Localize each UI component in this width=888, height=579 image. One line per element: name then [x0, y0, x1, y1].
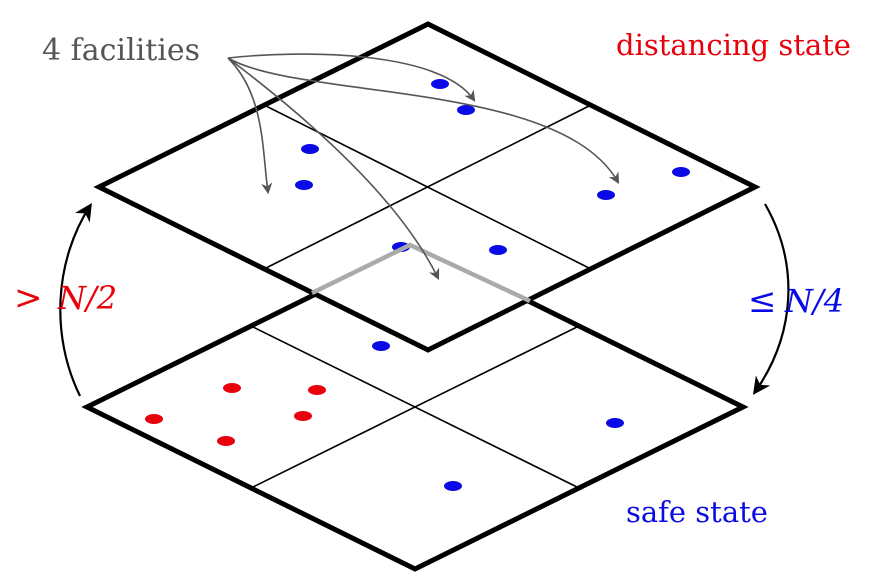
blue-facility-dot	[489, 245, 507, 255]
facility-arrow	[227, 53, 476, 102]
blue-facility-dot	[431, 79, 449, 89]
safe-state-grid-line	[250, 325, 580, 489]
facility-arrow	[227, 57, 440, 281]
blue-facility-dot	[606, 418, 624, 428]
up-condition-symbol: >	[14, 278, 43, 318]
occluded-cell-highlight	[311, 242, 531, 304]
safe-state-plane	[81, 242, 749, 572]
blue-facility-dot	[457, 105, 475, 115]
safe-state-label: safe state	[626, 495, 768, 529]
blue-facility-dot	[597, 190, 615, 200]
red-facility-dot	[223, 383, 241, 393]
down-condition-symbol: ≤	[748, 281, 777, 321]
distancing-state-plane	[93, 21, 761, 353]
blue-facility-dot	[444, 481, 462, 491]
red-facility-dot	[308, 385, 326, 395]
facility-arrow	[227, 57, 273, 195]
red-facility-dot	[145, 414, 163, 424]
red-facility-dot	[217, 436, 235, 446]
facility-arrow	[227, 57, 620, 184]
distancing-state-grid-line	[263, 104, 592, 270]
blue-facility-dot	[295, 180, 313, 190]
down-condition-value: N/4	[784, 282, 844, 320]
facilities-label: 4 facilities	[42, 33, 200, 68]
blue-facility-dot	[372, 341, 390, 351]
transition-arrow-down	[752, 203, 790, 395]
transition-arrow-up	[59, 203, 92, 397]
facility-arrows	[227, 53, 620, 281]
red-facility-dot	[294, 411, 312, 421]
up-condition-value: N/2	[57, 279, 117, 317]
blue-facility-dot	[672, 167, 690, 177]
distancing-state-label: distancing state	[616, 28, 851, 62]
blue-facility-dot	[301, 144, 319, 154]
